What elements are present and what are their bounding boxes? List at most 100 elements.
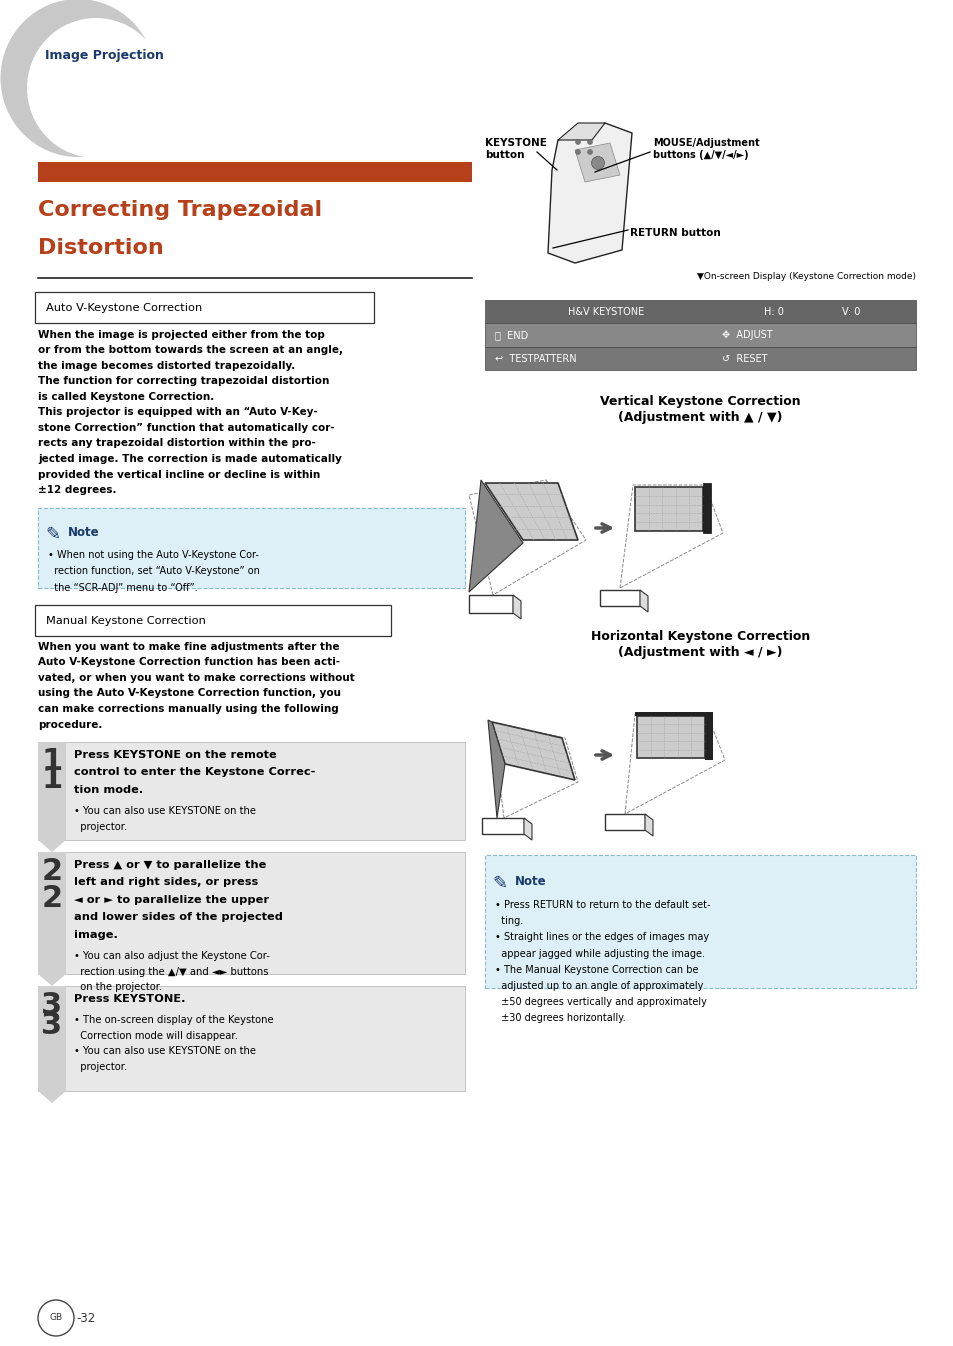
Polygon shape xyxy=(635,712,706,716)
Text: appear jagged while adjusting the image.: appear jagged while adjusting the image. xyxy=(495,949,704,958)
Text: Horizontal Keystone Correction
(Adjustment with ◄ / ►): Horizontal Keystone Correction (Adjustme… xyxy=(590,630,809,660)
Text: MOUSE/Adjustment
buttons (▲/▼/◄/►): MOUSE/Adjustment buttons (▲/▼/◄/►) xyxy=(652,139,759,160)
Text: is called Keystone Correction.: is called Keystone Correction. xyxy=(38,392,214,402)
Text: 3: 3 xyxy=(41,991,63,1020)
Text: Note: Note xyxy=(68,526,99,538)
Text: • When not using the Auto V-Keystone Cor-: • When not using the Auto V-Keystone Cor… xyxy=(48,551,258,560)
Text: Vertical Keystone Correction
(Adjustment with ▲ / ▼): Vertical Keystone Correction (Adjustment… xyxy=(599,394,800,424)
Polygon shape xyxy=(513,595,520,619)
Text: H: 0: H: 0 xyxy=(763,307,782,316)
Polygon shape xyxy=(469,481,522,592)
Text: H&V KEYSTONE: H&V KEYSTONE xyxy=(567,307,643,316)
Text: on the projector.: on the projector. xyxy=(74,983,162,992)
Text: KEYSTONE
button: KEYSTONE button xyxy=(484,139,546,160)
Text: Image Projection: Image Projection xyxy=(45,48,164,62)
Text: -32: -32 xyxy=(76,1311,95,1324)
Text: rects any trapezoidal distortion within the pro-: rects any trapezoidal distortion within … xyxy=(38,439,315,448)
Polygon shape xyxy=(492,721,575,779)
Text: rection function, set “Auto V-Keystone” on: rection function, set “Auto V-Keystone” … xyxy=(48,567,259,576)
FancyBboxPatch shape xyxy=(484,323,915,347)
Polygon shape xyxy=(38,1092,66,1102)
Text: ↺  RESET: ↺ RESET xyxy=(721,354,767,363)
Text: RETURN button: RETURN button xyxy=(629,227,720,238)
Text: image.: image. xyxy=(74,930,118,940)
Polygon shape xyxy=(639,590,647,612)
Polygon shape xyxy=(481,818,523,835)
Text: using the Auto V-Keystone Correction function, you: using the Auto V-Keystone Correction fun… xyxy=(38,689,340,699)
Text: rection using the ▲/▼ and ◄► buttons: rection using the ▲/▼ and ◄► buttons xyxy=(74,966,268,977)
Polygon shape xyxy=(644,814,652,836)
Text: When you want to make fine adjustments after the: When you want to make fine adjustments a… xyxy=(38,642,339,651)
Text: control to enter the Keystone Correc-: control to enter the Keystone Correc- xyxy=(74,767,315,778)
Text: • The on-screen display of the Keystone: • The on-screen display of the Keystone xyxy=(74,1015,274,1026)
FancyBboxPatch shape xyxy=(38,852,66,975)
Text: 2: 2 xyxy=(41,884,63,913)
Text: ⓔ  END: ⓔ END xyxy=(495,330,528,341)
Text: Auto V-Keystone Correction function has been acti-: Auto V-Keystone Correction function has … xyxy=(38,657,340,668)
FancyBboxPatch shape xyxy=(38,507,464,588)
Text: 3: 3 xyxy=(41,1011,63,1040)
Text: Correction mode will disappear.: Correction mode will disappear. xyxy=(74,1031,237,1040)
FancyBboxPatch shape xyxy=(38,987,464,1092)
Text: • You can also use KEYSTONE on the: • You can also use KEYSTONE on the xyxy=(74,806,255,817)
Polygon shape xyxy=(558,122,604,140)
Text: • The Manual Keystone Correction can be: • The Manual Keystone Correction can be xyxy=(495,965,698,975)
Text: 1: 1 xyxy=(41,765,63,794)
Text: jected image. The correction is made automatically: jected image. The correction is made aut… xyxy=(38,454,341,464)
Text: Auto V-Keystone Correction: Auto V-Keystone Correction xyxy=(46,303,202,314)
Polygon shape xyxy=(547,122,631,262)
Text: • You can also adjust the Keystone Cor-: • You can also adjust the Keystone Cor- xyxy=(74,952,270,961)
Text: • Press RETURN to return to the default set-: • Press RETURN to return to the default … xyxy=(495,900,710,910)
Ellipse shape xyxy=(1,0,155,157)
Text: ▼On-screen Display (Keystone Correction mode): ▼On-screen Display (Keystone Correction … xyxy=(697,272,915,281)
Text: The function for correcting trapezoidal distortion: The function for correcting trapezoidal … xyxy=(38,377,329,386)
Text: provided the vertical incline or decline is within: provided the vertical incline or decline… xyxy=(38,470,320,479)
Text: ±50 degrees vertically and approximately: ±50 degrees vertically and approximately xyxy=(495,997,706,1007)
Text: projector.: projector. xyxy=(74,822,127,832)
Text: procedure.: procedure. xyxy=(38,720,102,730)
FancyBboxPatch shape xyxy=(484,855,915,988)
Text: ✥  ADJUST: ✥ ADJUST xyxy=(721,330,772,341)
Text: projector.: projector. xyxy=(74,1062,127,1071)
Text: 2: 2 xyxy=(41,857,63,886)
Text: Distortion: Distortion xyxy=(38,238,164,258)
Polygon shape xyxy=(484,483,578,540)
Text: GB: GB xyxy=(50,1314,63,1323)
Text: ±30 degrees horizontally.: ±30 degrees horizontally. xyxy=(495,1014,625,1023)
Polygon shape xyxy=(469,595,513,612)
FancyBboxPatch shape xyxy=(35,604,391,637)
Polygon shape xyxy=(704,712,712,760)
Polygon shape xyxy=(702,483,710,533)
Polygon shape xyxy=(637,716,704,758)
Circle shape xyxy=(587,140,592,144)
Text: • Straight lines or the edges of images may: • Straight lines or the edges of images … xyxy=(495,933,708,942)
Text: tion mode.: tion mode. xyxy=(74,785,143,795)
Text: and lower sides of the projected: and lower sides of the projected xyxy=(74,913,283,922)
Text: the image becomes distorted trapezoidally.: the image becomes distorted trapezoidall… xyxy=(38,361,294,371)
Polygon shape xyxy=(599,590,639,606)
Circle shape xyxy=(575,149,579,155)
Text: Note: Note xyxy=(515,875,546,888)
FancyBboxPatch shape xyxy=(38,162,472,182)
Ellipse shape xyxy=(27,17,165,157)
Text: or from the bottom towards the screen at an angle,: or from the bottom towards the screen at… xyxy=(38,346,343,355)
Text: Manual Keystone Correction: Manual Keystone Correction xyxy=(46,616,206,626)
Text: This projector is equipped with an “Auto V-Key-: This projector is equipped with an “Auto… xyxy=(38,408,317,417)
Circle shape xyxy=(38,1300,74,1337)
Text: the “SCR-ADJ” menu to “Off”.: the “SCR-ADJ” menu to “Off”. xyxy=(48,583,197,594)
FancyBboxPatch shape xyxy=(38,987,66,1092)
Circle shape xyxy=(591,156,604,170)
Text: 1: 1 xyxy=(41,747,63,777)
Circle shape xyxy=(587,149,592,155)
FancyBboxPatch shape xyxy=(484,347,915,370)
Text: ±12 degrees.: ±12 degrees. xyxy=(38,485,116,495)
Polygon shape xyxy=(575,143,619,182)
FancyBboxPatch shape xyxy=(38,852,464,975)
Text: ting.: ting. xyxy=(495,917,522,926)
Text: left and right sides, or press: left and right sides, or press xyxy=(74,878,258,887)
Text: Correcting Trapezoidal: Correcting Trapezoidal xyxy=(38,201,322,219)
Polygon shape xyxy=(38,975,66,987)
Polygon shape xyxy=(604,814,644,830)
Text: ✎: ✎ xyxy=(492,875,507,892)
Text: ✎: ✎ xyxy=(45,526,60,544)
